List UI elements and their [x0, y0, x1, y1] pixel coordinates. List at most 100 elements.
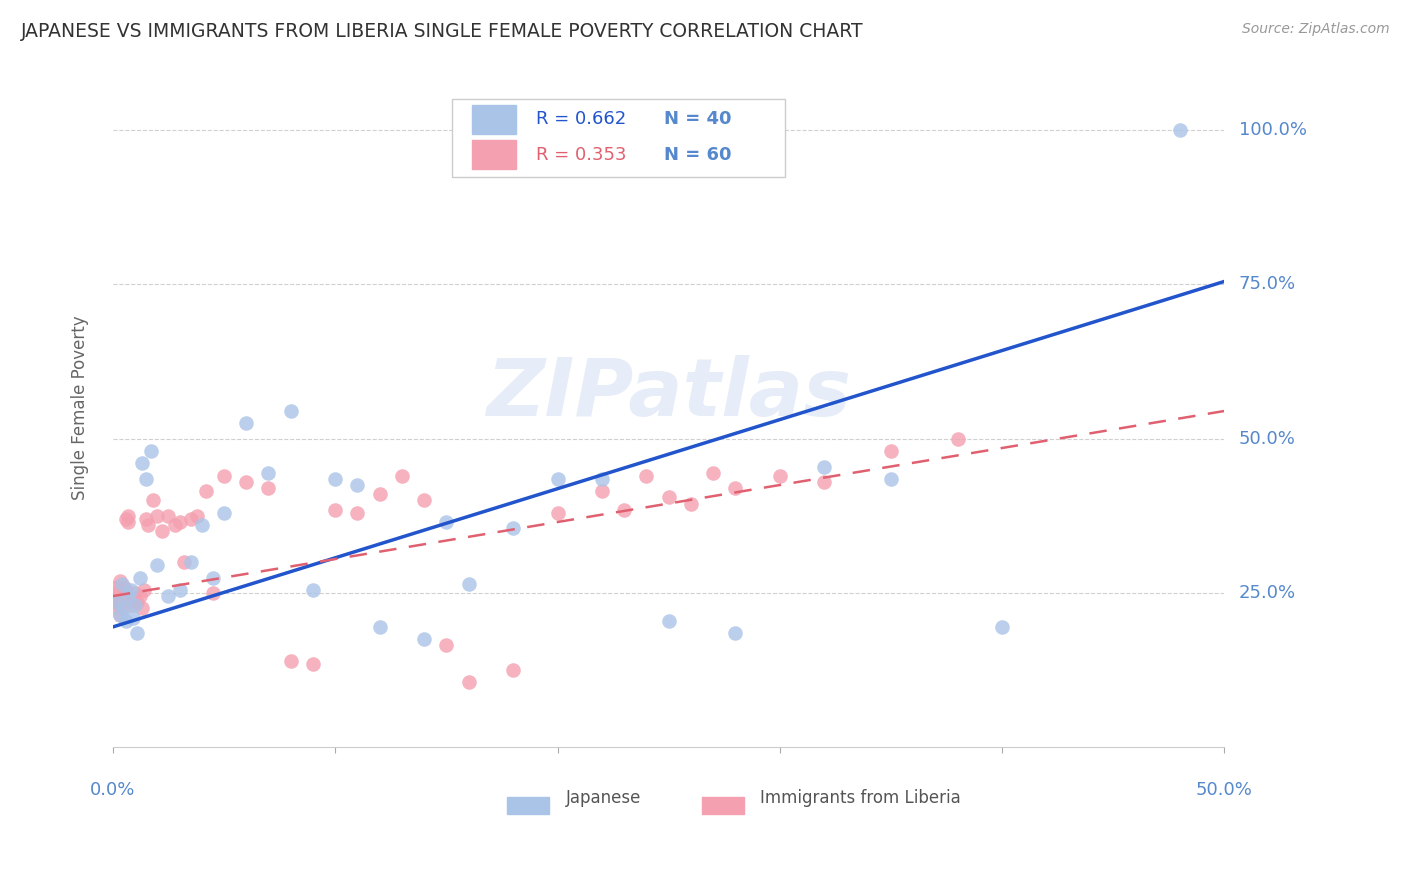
- Point: [135, 472, 157, 486]
- Point: [124, 586, 146, 600]
- Point: [157, 589, 180, 603]
- Point: [105, 601, 128, 615]
- Point: [124, 599, 146, 613]
- Point: [120, 599, 142, 613]
- Text: Immigrants from Liberia: Immigrants from Liberia: [761, 789, 962, 807]
- Point: [101, 592, 124, 607]
- Point: [724, 481, 747, 495]
- Point: [201, 586, 224, 600]
- Point: [108, 607, 131, 622]
- Point: [121, 592, 143, 607]
- Text: Japanese: Japanese: [565, 789, 641, 807]
- Point: [127, 595, 149, 609]
- Point: [139, 444, 162, 458]
- Point: [135, 512, 157, 526]
- Point: [117, 589, 139, 603]
- Point: [613, 502, 636, 516]
- Point: [180, 555, 202, 569]
- Point: [131, 457, 153, 471]
- Point: [368, 487, 391, 501]
- Point: [235, 475, 257, 489]
- Point: [191, 518, 214, 533]
- Point: [108, 607, 131, 622]
- Point: [302, 582, 325, 597]
- Point: [434, 515, 457, 529]
- Point: [813, 459, 835, 474]
- Point: [111, 576, 134, 591]
- Point: [117, 515, 139, 529]
- Point: [157, 508, 180, 523]
- Point: [111, 601, 134, 615]
- Point: [138, 518, 160, 533]
- Point: [105, 595, 128, 609]
- Point: [195, 484, 218, 499]
- Point: [991, 620, 1014, 634]
- Point: [1168, 123, 1191, 137]
- Point: [280, 654, 302, 668]
- Point: [413, 632, 436, 647]
- Point: [112, 589, 135, 603]
- Text: R = 0.662: R = 0.662: [536, 111, 627, 128]
- Point: [132, 582, 155, 597]
- Point: [346, 506, 368, 520]
- Text: N = 60: N = 60: [664, 145, 731, 164]
- Point: [502, 521, 524, 535]
- Point: [702, 466, 724, 480]
- Point: [434, 639, 457, 653]
- Point: [104, 595, 127, 609]
- Point: [323, 502, 346, 516]
- Point: [105, 580, 128, 594]
- Point: [165, 518, 187, 533]
- Point: [128, 589, 150, 603]
- Point: [115, 512, 138, 526]
- Point: [636, 468, 658, 483]
- Point: [591, 472, 613, 486]
- Point: [128, 570, 150, 584]
- Point: [169, 582, 191, 597]
- Point: [368, 620, 391, 634]
- Point: [111, 592, 134, 607]
- Point: [150, 524, 173, 539]
- Point: [724, 626, 747, 640]
- Bar: [508, 797, 550, 814]
- Point: [115, 582, 138, 597]
- Point: [547, 472, 569, 486]
- Point: [769, 468, 792, 483]
- Point: [117, 508, 139, 523]
- Bar: [702, 797, 744, 814]
- Point: [131, 601, 153, 615]
- Text: 0.0%: 0.0%: [90, 781, 135, 799]
- Point: [346, 478, 368, 492]
- Point: [457, 576, 479, 591]
- Point: [658, 491, 681, 505]
- Point: [146, 508, 169, 523]
- Point: [591, 484, 613, 499]
- Point: [201, 570, 224, 584]
- Text: 50.0%: 50.0%: [1197, 781, 1253, 799]
- Text: R = 0.353: R = 0.353: [536, 145, 627, 164]
- Point: [502, 663, 524, 677]
- Point: [391, 468, 413, 483]
- Point: [186, 508, 208, 523]
- Point: [121, 610, 143, 624]
- Text: 100.0%: 100.0%: [1239, 121, 1308, 139]
- Point: [880, 444, 903, 458]
- Point: [112, 580, 135, 594]
- Y-axis label: Single Female Poverty: Single Female Poverty: [72, 316, 89, 500]
- Point: [169, 515, 191, 529]
- FancyBboxPatch shape: [451, 99, 786, 178]
- Point: [280, 404, 302, 418]
- Point: [173, 555, 195, 569]
- Text: ZIPatlas: ZIPatlas: [486, 355, 851, 434]
- Point: [658, 614, 681, 628]
- Text: 25.0%: 25.0%: [1239, 584, 1296, 602]
- Text: Source: ZipAtlas.com: Source: ZipAtlas.com: [1241, 22, 1389, 37]
- Point: [257, 481, 280, 495]
- Text: 50.0%: 50.0%: [1239, 430, 1296, 448]
- Point: [120, 582, 142, 597]
- Text: JAPANESE VS IMMIGRANTS FROM LIBERIA SINGLE FEMALE POVERTY CORRELATION CHART: JAPANESE VS IMMIGRANTS FROM LIBERIA SING…: [21, 22, 863, 41]
- Point: [127, 626, 149, 640]
- Point: [112, 601, 135, 615]
- Point: [413, 493, 436, 508]
- Point: [142, 493, 165, 508]
